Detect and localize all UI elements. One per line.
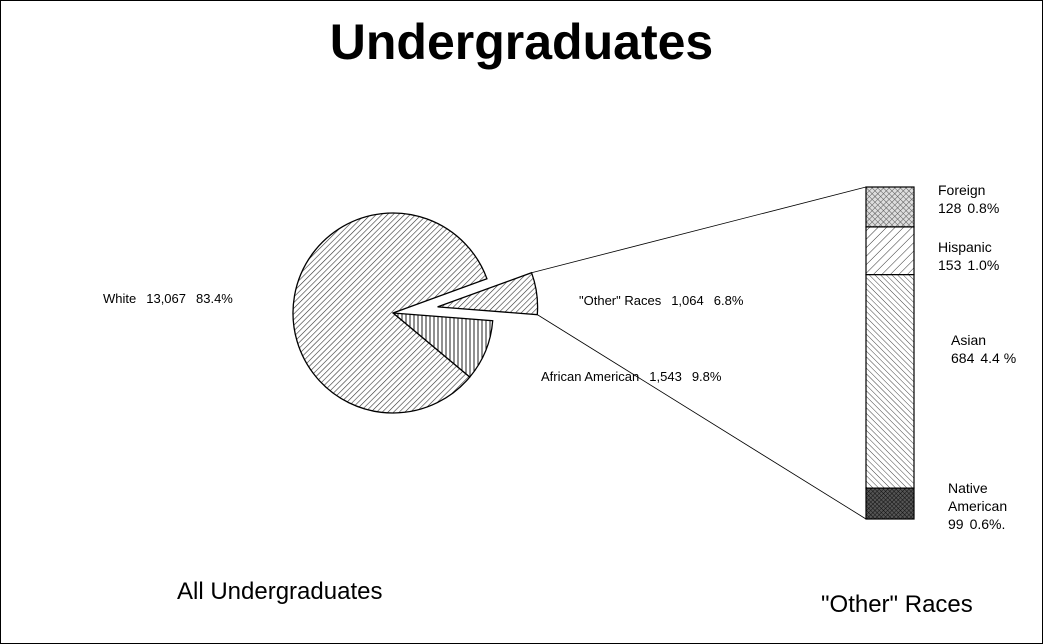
value-row: 128 0.8% xyxy=(938,199,1018,217)
category-label: Hispanic xyxy=(938,239,992,255)
bar-caption: "Other" Races xyxy=(821,591,973,618)
category-label: "Other" Races xyxy=(579,293,662,308)
bar-segment xyxy=(865,186,915,228)
category-label: White xyxy=(103,291,137,306)
title: Undergraduates xyxy=(329,14,714,70)
category-label: Foreign xyxy=(938,182,986,198)
percent-label: 83.4% xyxy=(196,291,233,306)
pie-caption: All Undergraduates xyxy=(177,578,383,605)
percent-label: 6.8% xyxy=(713,293,744,308)
bar-segment xyxy=(865,274,915,489)
bar-segment xyxy=(865,226,915,276)
value-label: 99 xyxy=(948,516,964,532)
category-label: Native American xyxy=(948,480,1008,514)
category-label: Asian xyxy=(951,332,987,348)
value-row: 153 1.0% xyxy=(938,256,1018,274)
value-label: 153 xyxy=(938,257,962,273)
value-row: 684 4.4 % xyxy=(951,349,1031,367)
segment-label: Native American 99 0.6%. xyxy=(948,479,1028,533)
value-label: 1,543 xyxy=(649,369,682,384)
percent-label: 1.0% xyxy=(967,257,1000,273)
value-label: 13,067 xyxy=(146,291,186,306)
segment-label: Asian 684 4.4 % xyxy=(951,331,1031,367)
value-label: 128 xyxy=(938,200,962,216)
slice-label: African American 1,543 9.8% xyxy=(541,369,731,384)
percent-label: 0.8% xyxy=(967,200,1000,216)
connector xyxy=(537,314,867,520)
slice-label: White 13,067 83.4% xyxy=(103,291,243,306)
percent-label: 9.8% xyxy=(691,369,722,384)
category-label: African American xyxy=(541,369,640,384)
segment-label: Hispanic 153 1.0% xyxy=(938,238,1018,274)
percent-label: 4.4 % xyxy=(980,350,1017,366)
value-label: 1,064 xyxy=(671,293,704,308)
percent-label: 0.6%. xyxy=(969,516,1006,532)
value-label: 684 xyxy=(951,350,975,366)
value-row: 99 0.6%. xyxy=(948,515,1028,533)
connector xyxy=(531,186,867,274)
slice-label: "Other" Races 1,064 6.8% xyxy=(579,293,753,308)
segment-label: Foreign 128 0.8% xyxy=(938,181,1018,217)
pie-slice xyxy=(292,212,488,414)
bar-segment xyxy=(865,487,915,520)
